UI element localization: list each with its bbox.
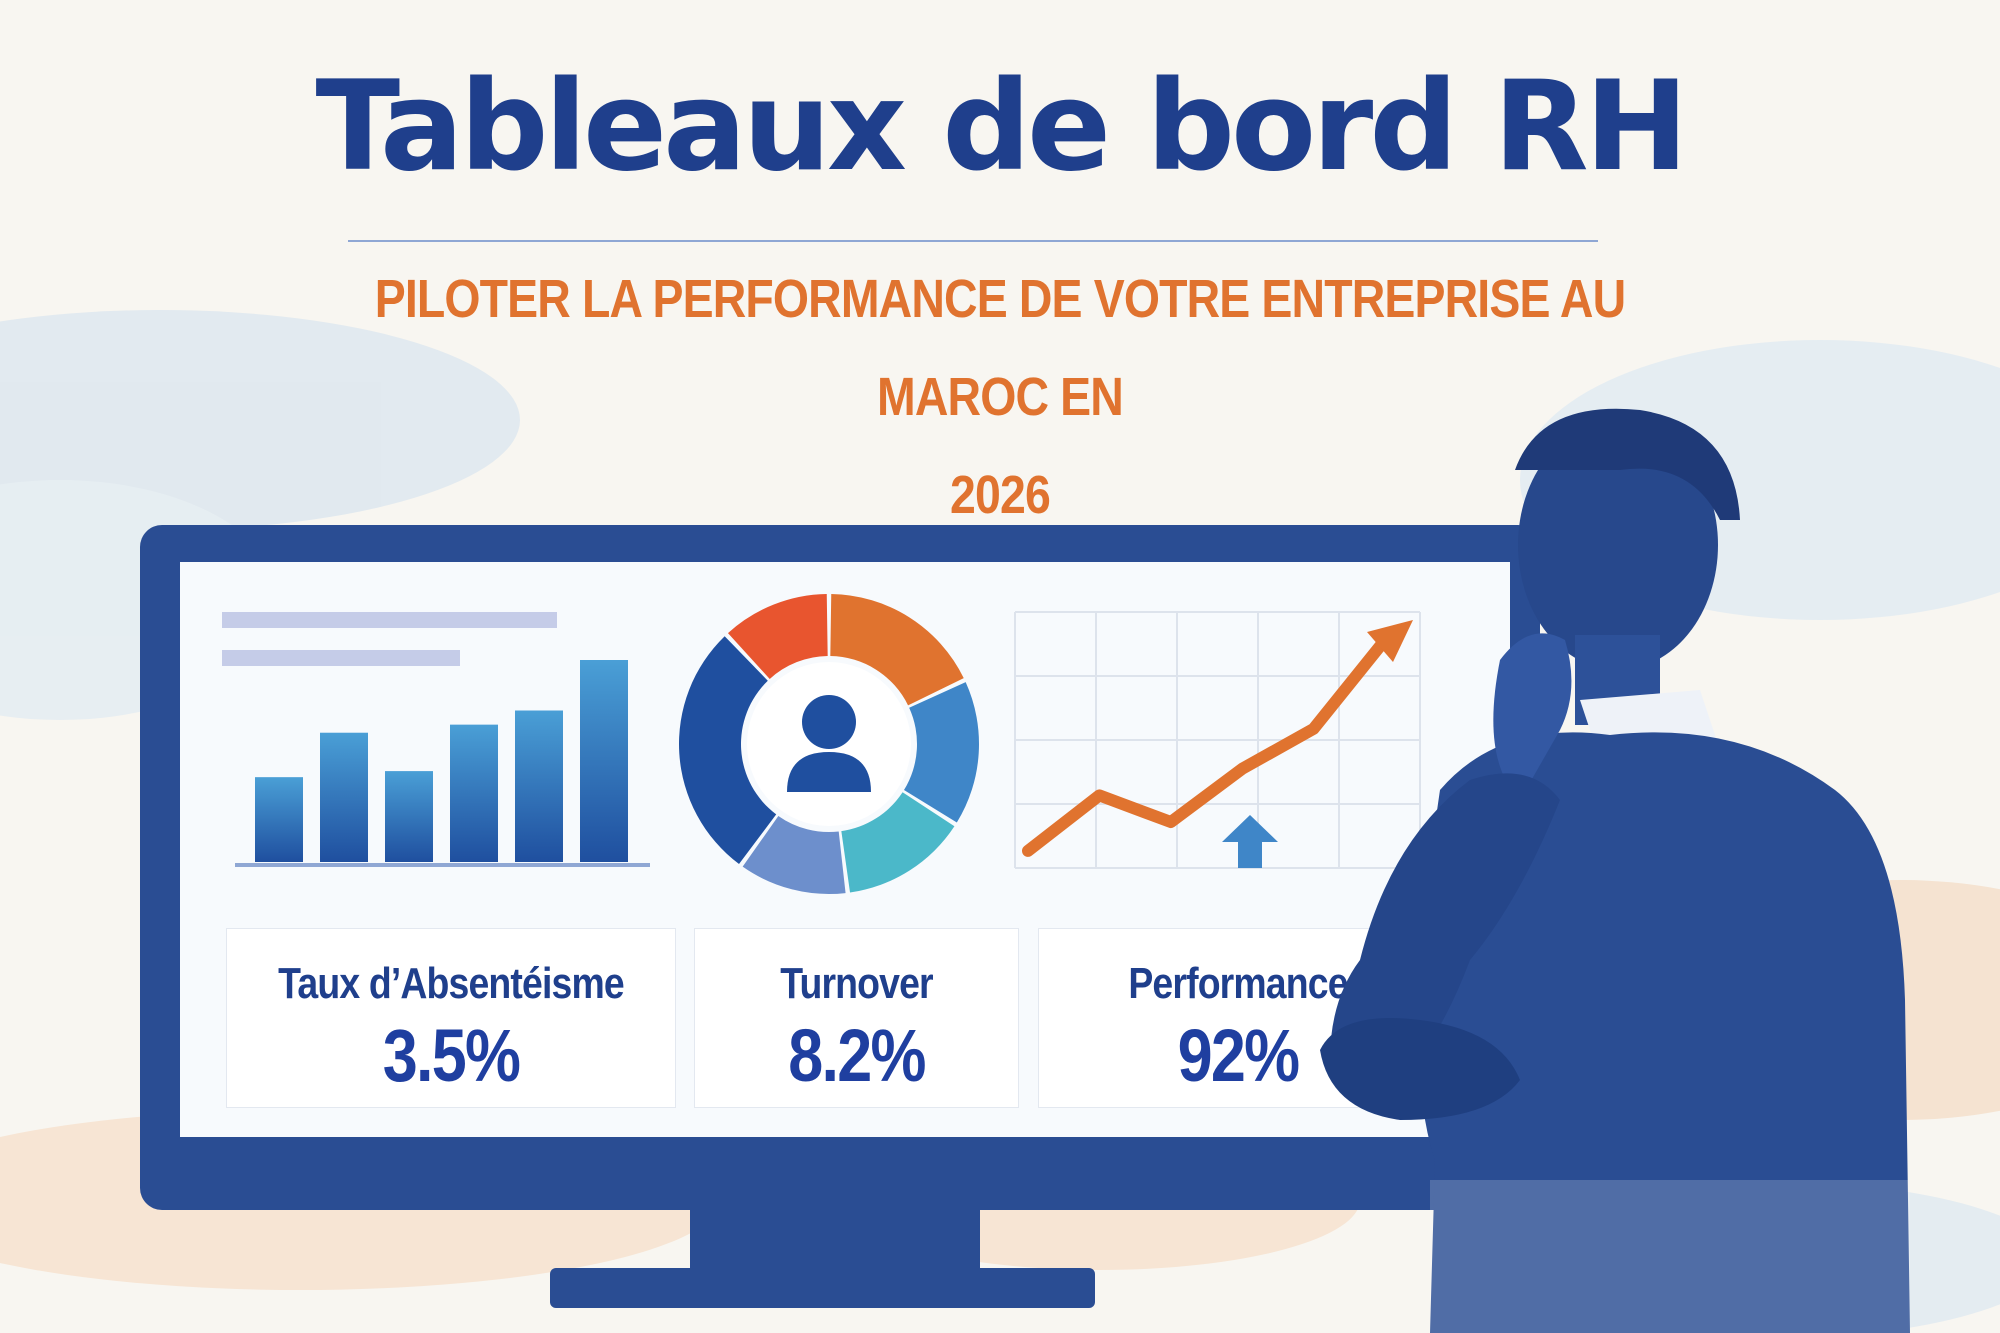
donut-chart xyxy=(679,594,979,895)
page-subtitle: PILOTER LA PERFORMANCE DE VOTRE ENTREPRI… xyxy=(295,250,1705,544)
kpi-card-absenteeism: Taux d’Absentéisme 3.5% xyxy=(226,928,676,1108)
kpi-label: Performance xyxy=(1128,959,1348,1008)
kpi-label: Turnover xyxy=(780,959,933,1008)
subtitle-line-2: 2026 xyxy=(950,465,1051,525)
kpi-label: Taux d’Absentéisme xyxy=(278,959,624,1008)
trend-line xyxy=(1022,634,1391,857)
donut-segment-3 xyxy=(841,792,955,893)
user-icon xyxy=(747,662,911,826)
line-chart-grid xyxy=(1014,611,1421,869)
subtitle-line-1: PILOTER LA PERFORMANCE DE VOTRE ENTREPRI… xyxy=(374,269,1626,427)
bar-6 xyxy=(580,660,628,862)
bar-5 xyxy=(515,710,563,862)
kpi-card-turnover: Turnover 8.2% xyxy=(694,928,1019,1108)
line-chart xyxy=(1022,620,1413,857)
kpi-card-performance: Performance 92% xyxy=(1038,928,1438,1108)
donut-segment-4 xyxy=(742,815,846,895)
page-title: Tableaux de bord RH xyxy=(315,55,1688,199)
arrow-up-icon xyxy=(1222,815,1278,868)
bar-3 xyxy=(385,771,433,862)
donut-segment-5 xyxy=(679,636,777,865)
bar-1 xyxy=(255,777,303,862)
donut-segment-6 xyxy=(727,594,828,679)
bar-4 xyxy=(450,724,498,862)
placeholder-lines xyxy=(222,612,557,666)
kpi-value: 8.2% xyxy=(788,1014,926,1097)
title-divider xyxy=(348,240,1598,242)
bar-2 xyxy=(320,732,368,862)
donut-segment-1 xyxy=(830,594,964,706)
kpi-value: 3.5% xyxy=(382,1014,521,1097)
trend-arrowhead xyxy=(1367,620,1413,662)
donut-segment-2 xyxy=(903,682,979,823)
bar-chart xyxy=(235,660,650,867)
kpi-value: 92% xyxy=(1177,1014,1300,1097)
